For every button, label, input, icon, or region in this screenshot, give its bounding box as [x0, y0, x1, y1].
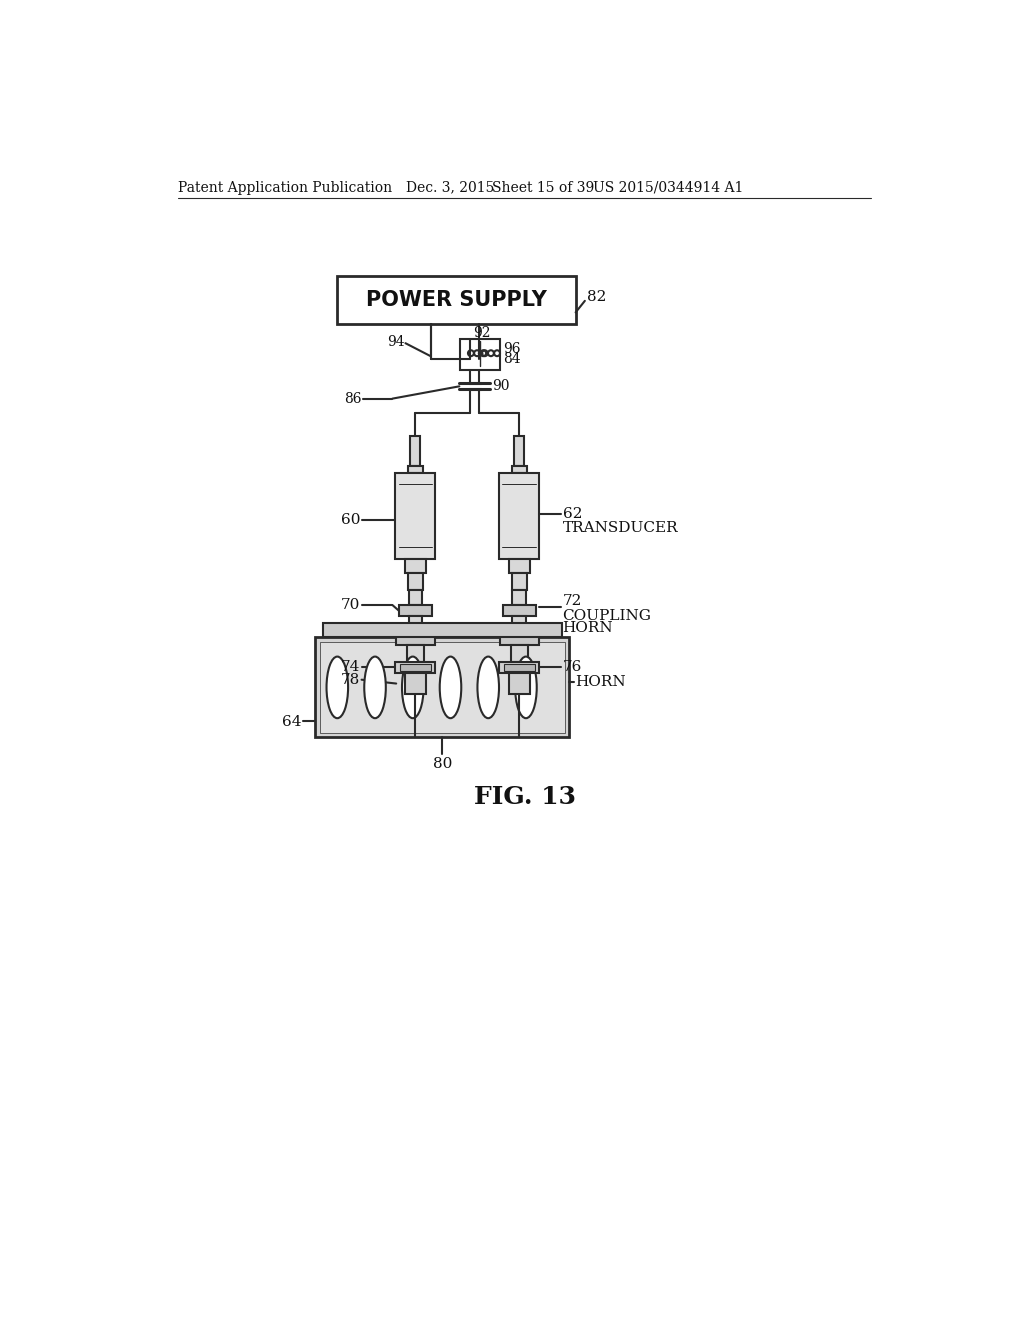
Text: 92: 92	[473, 326, 490, 341]
Text: Sheet 15 of 39: Sheet 15 of 39	[493, 181, 595, 194]
Bar	[319, 642, 565, 733]
Bar	[460, 339, 500, 370]
Text: 78: 78	[341, 673, 360, 686]
Bar	[395, 663, 435, 673]
Bar	[407, 645, 424, 663]
Text: 86: 86	[344, 392, 361, 405]
Ellipse shape	[327, 656, 348, 718]
Ellipse shape	[365, 656, 386, 718]
Bar	[509, 558, 530, 573]
Ellipse shape	[477, 656, 499, 718]
Text: 94: 94	[387, 335, 404, 348]
Bar	[511, 645, 528, 663]
Ellipse shape	[439, 656, 461, 718]
Bar	[315, 638, 569, 738]
Text: COUPLING: COUPLING	[562, 609, 651, 623]
Bar	[399, 605, 432, 615]
Text: HORN: HORN	[562, 622, 613, 635]
Bar	[411, 436, 421, 466]
Bar	[509, 673, 530, 694]
Text: 62: 62	[562, 507, 582, 521]
Bar	[409, 615, 422, 635]
Bar	[396, 635, 435, 645]
Bar	[512, 573, 527, 590]
Text: US 2015/0344914 A1: US 2015/0344914 A1	[593, 181, 743, 194]
Bar	[504, 664, 535, 671]
Text: 74: 74	[341, 660, 360, 675]
Text: FIG. 13: FIG. 13	[474, 785, 575, 809]
Text: 96: 96	[503, 342, 521, 355]
Text: 90: 90	[492, 379, 509, 393]
Text: Dec. 3, 2015: Dec. 3, 2015	[407, 181, 495, 194]
Bar	[512, 466, 527, 473]
Bar	[514, 436, 524, 466]
Bar	[395, 473, 435, 558]
Text: 82: 82	[587, 290, 606, 304]
Text: 64: 64	[282, 715, 301, 729]
Text: Patent Application Publication: Patent Application Publication	[178, 181, 392, 194]
Text: 72: 72	[562, 594, 582, 609]
Bar	[500, 663, 540, 673]
Bar	[408, 466, 423, 473]
Ellipse shape	[515, 656, 537, 718]
Text: 70: 70	[341, 598, 360, 612]
Bar	[500, 473, 540, 558]
Bar	[337, 276, 575, 323]
Text: POWER SUPPLY: POWER SUPPLY	[366, 290, 547, 310]
Text: HORN: HORN	[575, 676, 627, 689]
Bar	[404, 673, 426, 694]
Bar	[404, 558, 426, 573]
Bar	[409, 590, 422, 605]
Bar	[408, 573, 423, 590]
Text: 84: 84	[503, 352, 521, 367]
Bar	[512, 590, 526, 605]
Text: 76: 76	[562, 660, 582, 675]
Text: 80: 80	[433, 756, 453, 771]
Bar	[503, 605, 536, 615]
Bar	[323, 623, 562, 638]
Bar	[500, 635, 539, 645]
Bar	[400, 664, 431, 671]
Ellipse shape	[402, 656, 424, 718]
Text: TRANSDUCER: TRANSDUCER	[562, 521, 678, 535]
Bar	[512, 615, 526, 635]
Text: 60: 60	[341, 513, 360, 527]
